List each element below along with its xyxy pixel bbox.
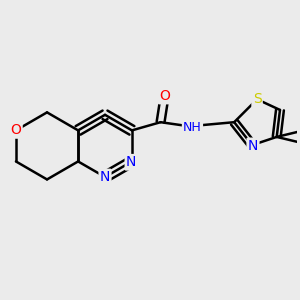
Text: N: N [100,170,110,184]
Text: O: O [11,123,21,137]
Text: S: S [253,92,261,106]
Text: N: N [126,155,136,169]
Text: O: O [159,89,170,103]
Text: N: N [248,139,258,153]
Text: NH: NH [183,122,202,134]
